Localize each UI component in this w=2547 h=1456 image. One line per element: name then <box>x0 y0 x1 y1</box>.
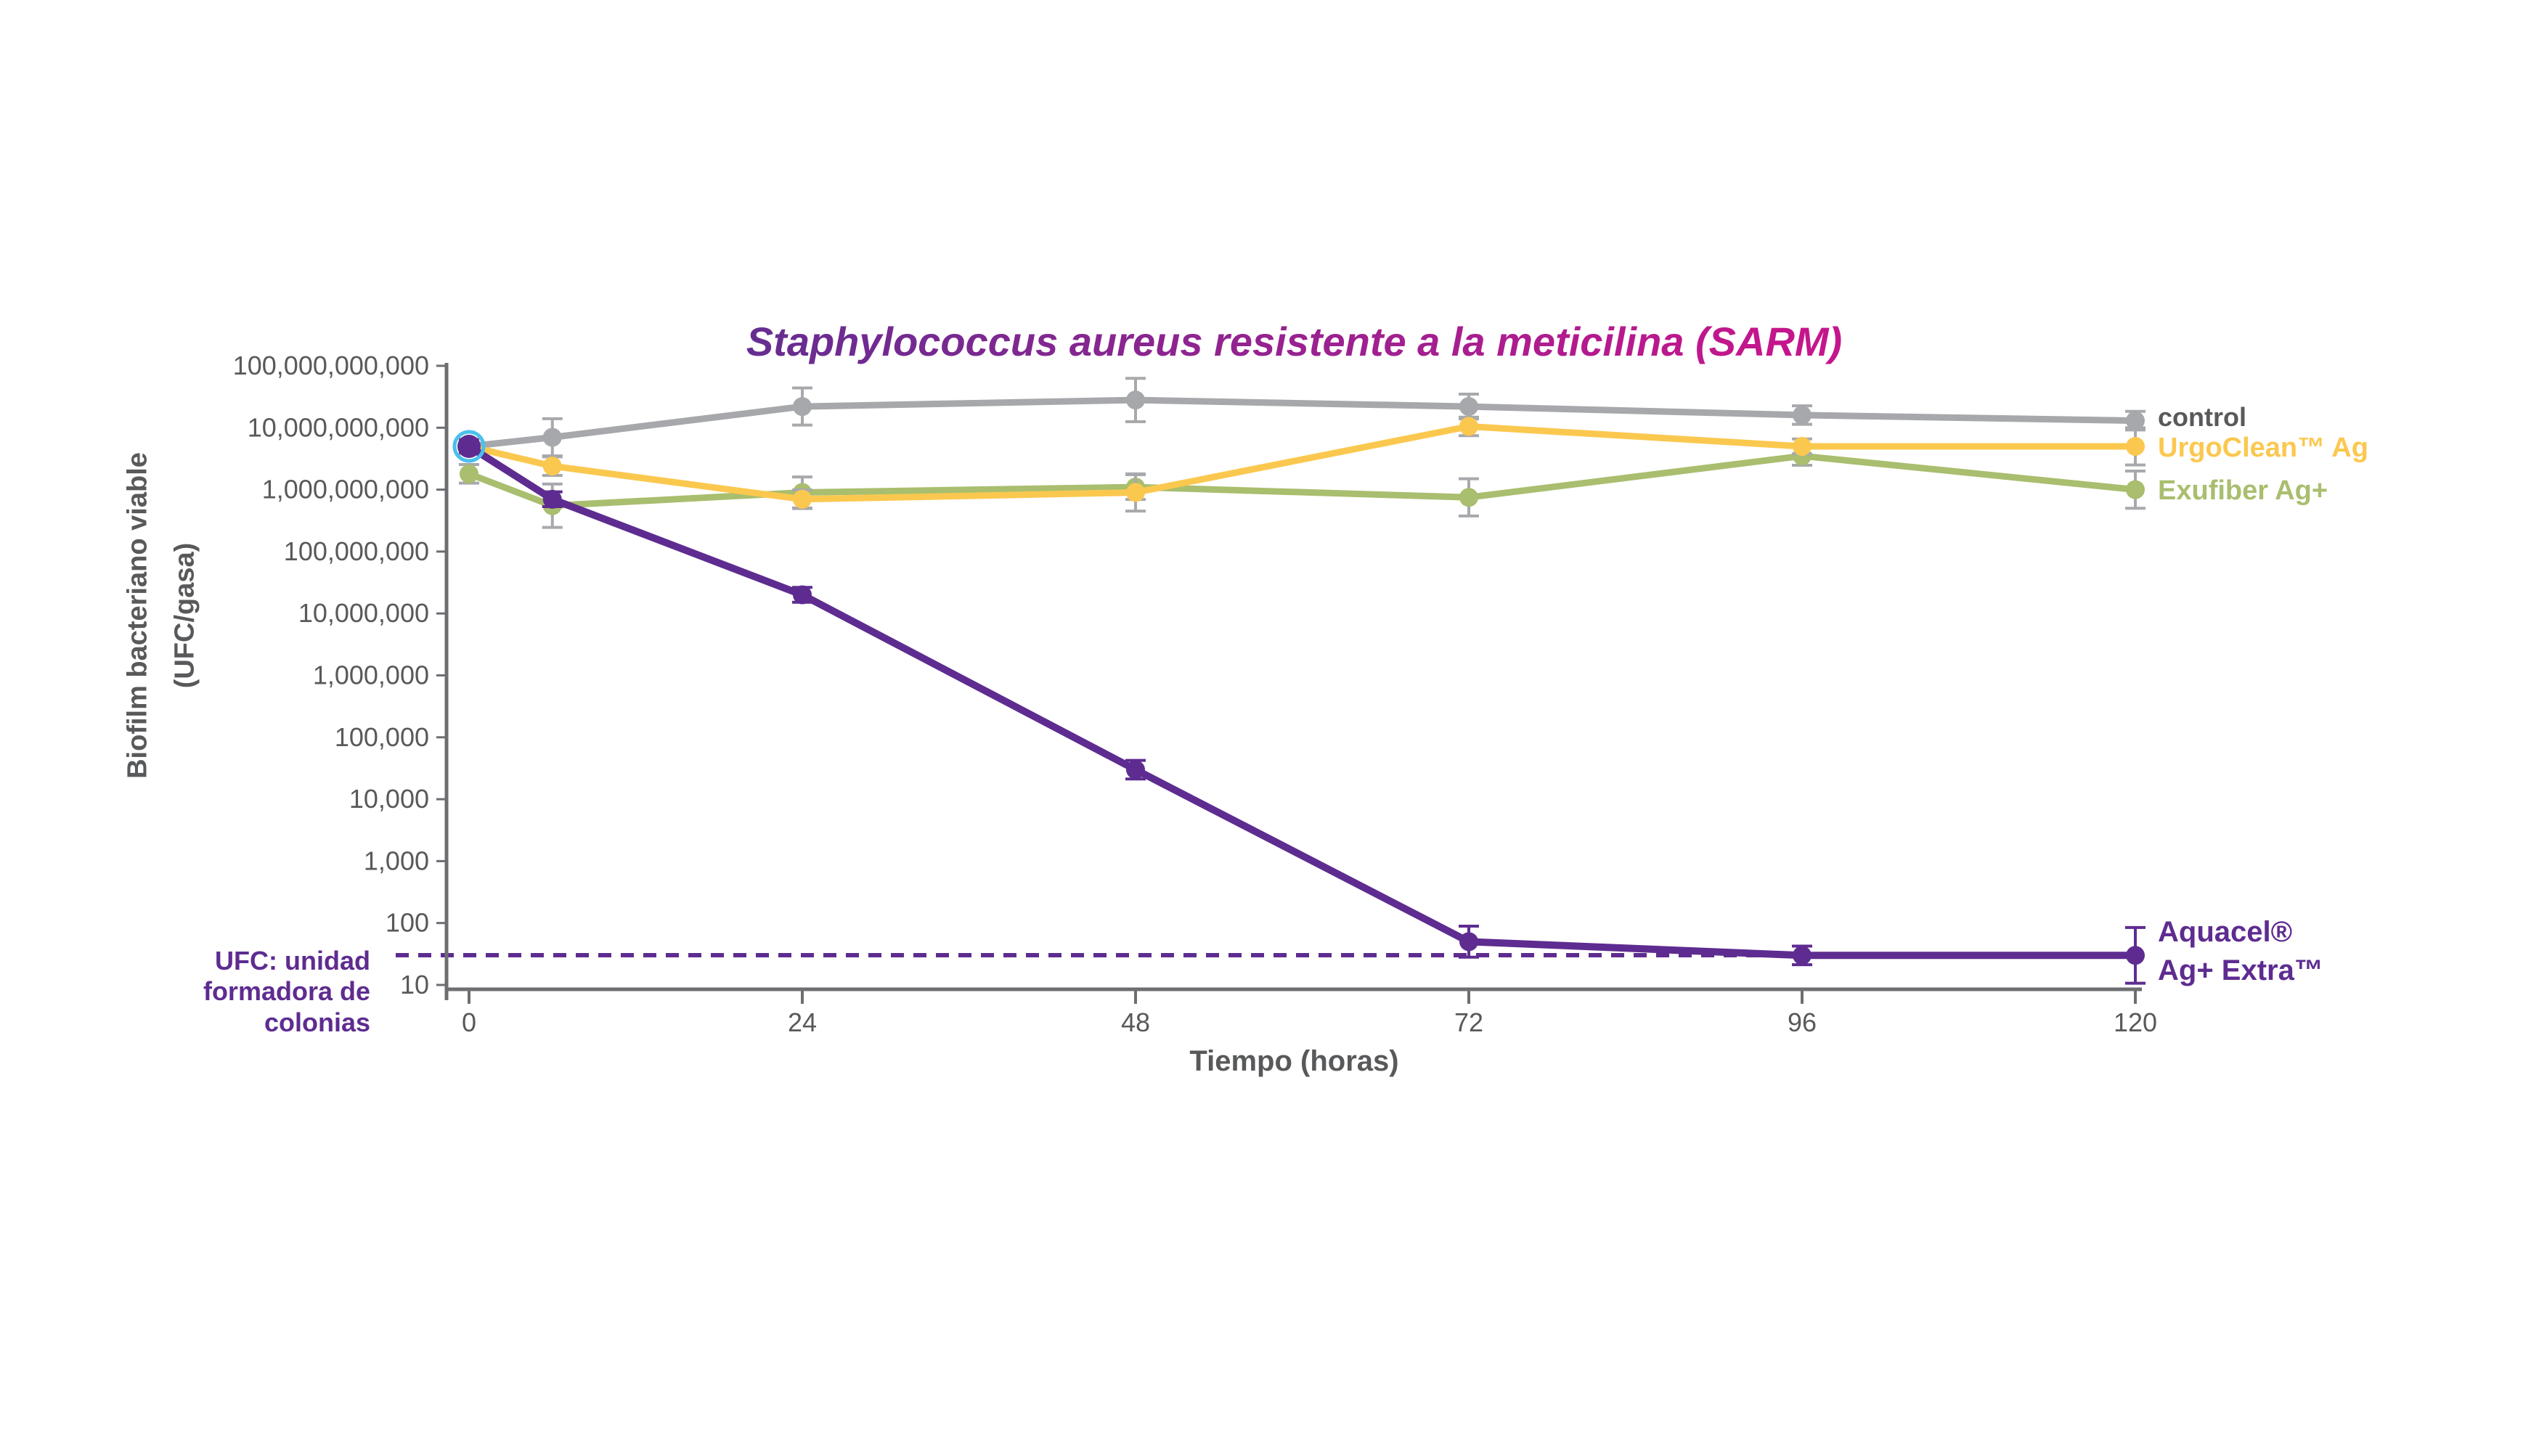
y-axis-tick-label: 10,000 <box>349 784 429 814</box>
aquacel-marker <box>1459 932 1478 952</box>
inoculation-start-ring <box>452 430 486 463</box>
urgoclean-label: UrgoClean™ Ag <box>2158 433 2368 463</box>
detection-note-line: UFC: unidad <box>215 946 370 976</box>
control-label: control <box>2158 402 2246 432</box>
urgoclean-marker <box>2126 436 2145 456</box>
x-axis-tick-label: 96 <box>1788 1007 1817 1037</box>
detection-note-line: colonias <box>264 1007 370 1037</box>
control-marker <box>1126 390 1145 410</box>
control-marker <box>1793 405 1812 425</box>
exufiber-marker <box>1459 488 1478 507</box>
aquacel-marker <box>793 585 812 605</box>
chart-title: Staphylococcus aureus resistente a la me… <box>447 318 2142 365</box>
aquacel-marker <box>1793 946 1812 965</box>
control-line <box>468 396 2136 450</box>
exufiber-label: Exufiber Ag+ <box>2158 475 2328 506</box>
control-marker <box>793 397 812 417</box>
urgoclean-marker <box>1459 417 1478 436</box>
x-axis-tick-label: 120 <box>2114 1007 2157 1037</box>
y-axis-tick-label: 10,000,000 <box>298 598 429 628</box>
x-axis-tick-label: 48 <box>1121 1007 1150 1037</box>
x-axis-tick-label: 0 <box>462 1007 476 1037</box>
urgoclean-marker <box>1126 483 1145 502</box>
x-axis-tick-label: 72 <box>1454 1007 1483 1037</box>
control-marker <box>2126 411 2145 430</box>
y-axis-tick-label: 1,000 <box>364 846 429 875</box>
y-axis-tick-label: 10 <box>400 970 429 999</box>
detection-note-line: formadora de <box>203 976 370 1007</box>
aquacel-marker <box>457 434 481 458</box>
urgoclean-marker <box>1793 436 1812 456</box>
aquacel-line <box>467 443 2135 960</box>
y-axis-tick-label: 100,000 <box>335 722 429 752</box>
exufiber-marker <box>460 464 478 483</box>
y-axis-tick-label: 100 <box>386 908 429 938</box>
urgoclean-marker <box>542 457 562 476</box>
aquacel-label: Ag+ Extra™ <box>2158 954 2323 986</box>
y-axis-tick-label: 10,000,000,000 <box>248 412 429 442</box>
aquacel-marker <box>542 489 562 509</box>
aquacel-label: Aquacel® <box>2158 916 2292 948</box>
control-marker <box>1459 397 1478 417</box>
detection-limit-note: UFC: unidad formadora de colonias <box>102 946 370 1038</box>
y-axis-tick-label: 1,000,000,000 <box>262 475 429 504</box>
control-marker <box>542 428 562 447</box>
aquacel-marker <box>1126 760 1145 780</box>
aquacel-marker <box>2126 946 2145 965</box>
y-axis-tick-label: 100,000,000,000 <box>233 351 429 380</box>
y-axis-tick-label: 1,000,000 <box>313 660 429 690</box>
x-axis-title: Tiempo (horas) <box>1189 1045 1399 1077</box>
exufiber-line <box>468 452 2136 510</box>
x-axis-tick-label: 24 <box>788 1007 817 1037</box>
exufiber-marker <box>2126 480 2145 499</box>
y-axis-tick-label: 100,000,000 <box>284 536 429 566</box>
urgoclean-marker <box>793 489 812 509</box>
